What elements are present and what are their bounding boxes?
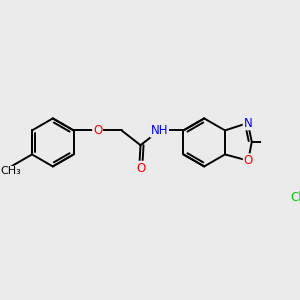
Text: O: O [244, 154, 253, 167]
Text: O: O [136, 162, 146, 175]
Text: O: O [93, 124, 102, 137]
Text: Cl: Cl [291, 190, 300, 204]
Text: N: N [243, 116, 252, 130]
Text: CH₃: CH₃ [1, 167, 22, 176]
Text: NH: NH [151, 124, 168, 137]
